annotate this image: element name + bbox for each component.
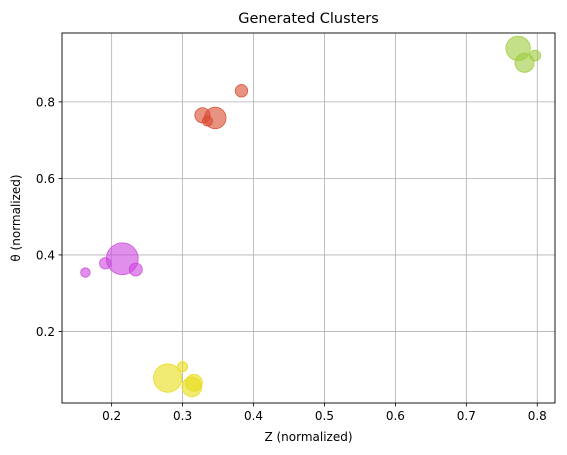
y-tick-label: 0.2 [36,325,55,339]
y-tick-label: 0.8 [36,95,55,109]
x-axis-label: Z (normalized) [264,430,352,444]
data-point [514,52,535,73]
data-point [201,115,213,127]
y-axis-label: θ (normalized) [9,174,23,261]
data-point [153,363,183,393]
plot-frame [61,32,556,404]
x-tick-label: 0.5 [315,409,334,423]
x-tick-label: 0.3 [173,409,192,423]
data-point [234,84,249,98]
x-tick-label: 0.8 [528,409,547,423]
data-point [80,267,91,278]
axis-ticks: 0.2 0.3 0.4 0.5 0.6 0.7 0.8 0.2 0.4 0.6 0.8 [36,95,547,423]
grid-lines [62,33,555,403]
chart-title: Generated Clusters [238,11,379,27]
data-point [529,49,541,62]
data-points [80,35,541,398]
x-tick-label: 0.4 [244,409,263,423]
data-point [99,257,112,270]
data-point [185,373,203,392]
x-tick-label: 0.6 [386,409,405,423]
data-point [128,262,143,277]
data-point [177,361,189,373]
x-tick-label: 0.2 [102,409,121,423]
y-tick-label: 0.6 [36,172,55,186]
y-tick-label: 0.4 [36,248,55,262]
x-tick-label: 0.7 [457,409,476,423]
